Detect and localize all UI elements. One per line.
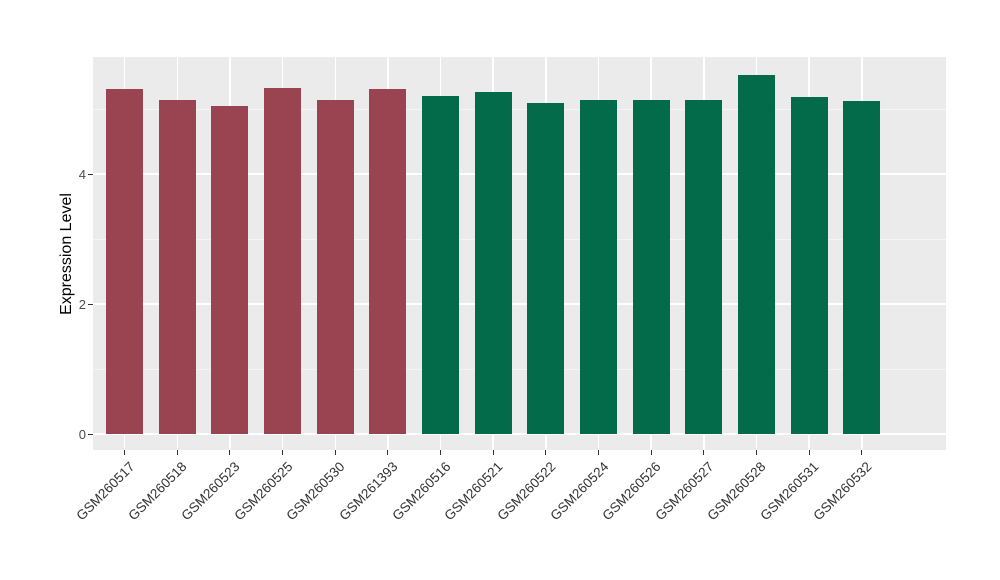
x-tick-label: GSM261393 [336, 459, 401, 524]
x-tick-label: GSM260516 [388, 459, 454, 524]
x-tick-mark [124, 450, 126, 455]
bar [369, 88, 407, 434]
y-tick-mark [87, 303, 93, 305]
x-tick-mark [229, 450, 231, 455]
y-major-gridline [93, 173, 946, 175]
x-tick-label: GSM260521 [441, 459, 506, 524]
x-tick-label: GSM260523 [178, 459, 243, 524]
x-tick-label: GSM260517 [73, 459, 138, 524]
y-tick-label: 2 [78, 296, 86, 312]
plot-panel [93, 57, 946, 450]
y-major-gridline [93, 303, 946, 305]
bar [527, 102, 565, 434]
x-tick-label: GSM260522 [494, 459, 559, 524]
x-tick-mark [650, 450, 652, 455]
x-tick-label: GSM260525 [230, 459, 296, 524]
bar [158, 99, 196, 434]
x-tick-label: GSM260528 [704, 459, 769, 524]
bar [211, 106, 249, 434]
bar [264, 88, 302, 434]
x-tick-mark [387, 450, 389, 455]
x-tick-mark [598, 450, 599, 455]
x-tick-mark [334, 450, 336, 455]
bar [790, 96, 828, 434]
x-tick-mark [755, 450, 757, 455]
y-minor-gridline [93, 109, 946, 110]
bar [316, 99, 354, 434]
y-tick-mark [87, 433, 93, 435]
x-tick-mark [808, 450, 810, 455]
x-tick-label: GSM260532 [810, 459, 875, 524]
bar [632, 99, 670, 434]
bar [422, 96, 459, 434]
bar [843, 100, 881, 434]
x-tick-mark [545, 450, 547, 455]
bar [737, 74, 775, 434]
bar [580, 99, 617, 434]
x-tick-label: GSM260527 [652, 459, 717, 524]
y-major-gridline [93, 433, 946, 435]
x-tick-mark [282, 450, 284, 455]
bar [474, 92, 512, 434]
y-tick-label: 0 [78, 426, 86, 442]
x-tick-label: GSM260518 [125, 459, 190, 524]
x-tick-mark [861, 450, 863, 455]
y-tick-label: 4 [78, 166, 86, 182]
x-tick-mark [492, 450, 494, 455]
x-tick-label: GSM260530 [283, 459, 348, 524]
y-tick-mark [87, 173, 93, 175]
x-tick-label: GSM260524 [546, 459, 612, 524]
bar [106, 88, 144, 434]
y-axis-title: Expression Level [58, 192, 75, 315]
y-minor-gridline [93, 239, 946, 240]
y-minor-gridline [93, 369, 946, 370]
x-tick-label: GSM260526 [599, 459, 664, 524]
x-tick-mark [703, 450, 705, 455]
x-tick-mark [440, 450, 441, 455]
bar [685, 99, 723, 434]
x-tick-mark [176, 450, 178, 455]
x-tick-label: GSM260531 [757, 459, 822, 524]
